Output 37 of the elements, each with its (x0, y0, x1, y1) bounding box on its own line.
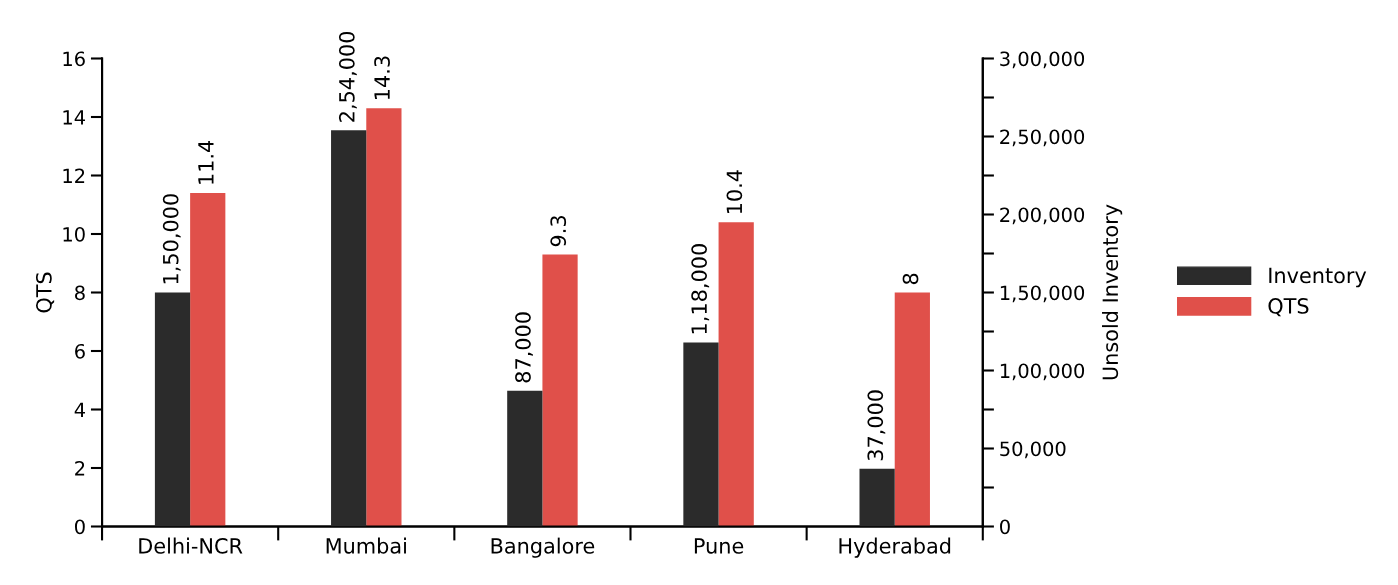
y2-tick-label: 2,00,000 (1000, 207, 1085, 225)
data-label: 8 (902, 273, 919, 285)
y2-tick-label: 1,00,000 (1000, 363, 1085, 381)
legend-label: QTS (1268, 298, 1309, 317)
data-label: 87,000 (515, 312, 533, 383)
bar (894, 292, 930, 527)
y2-tick-label: 50,000 (1000, 441, 1066, 459)
data-label: 14.3 (374, 56, 390, 99)
y-tick-label: 6 (75, 343, 85, 359)
y2-tick-label: 0 (1000, 519, 1010, 535)
y-tick-label: 12 (63, 168, 85, 183)
legend-label: Inventory (1269, 267, 1367, 288)
y-tick-label: 16 (63, 51, 85, 67)
y-tick-label: 4 (74, 402, 85, 417)
y-tick-label: 14 (63, 110, 85, 125)
x-tick-label: Pune (694, 538, 744, 554)
data-label: 9.3 (550, 216, 567, 247)
data-label: 2,54,000 (338, 31, 357, 122)
data-label: 11.4 (198, 140, 214, 184)
data-label: 1,18,000 (691, 244, 710, 334)
data-label: 37,000 (867, 390, 886, 461)
y-tick-label: 2 (75, 460, 85, 476)
y-tick-label: 8 (75, 285, 85, 301)
data-label: 10.4 (726, 170, 743, 214)
y2-tick-label: 1,50,000 (1000, 285, 1085, 303)
y2-tick-label: 3,00,000 (1000, 51, 1085, 69)
x-tick-label: Hyderabad (839, 537, 951, 558)
data-label: 1,50,000 (162, 194, 181, 284)
y-axis-title: QTS (35, 272, 55, 313)
bar (859, 468, 895, 527)
y-tick-label: 10 (63, 226, 85, 242)
y2-axis-title: Unsold Inventory (1102, 204, 1123, 380)
y-tick-label: 0 (74, 519, 85, 535)
x-tick-label: Delhi-NCR (139, 537, 243, 554)
x-tick-label: Bangalore (491, 537, 595, 558)
y2-tick-label: 2,50,000 (1000, 129, 1085, 147)
x-tick-label: Mumbai (326, 537, 406, 554)
